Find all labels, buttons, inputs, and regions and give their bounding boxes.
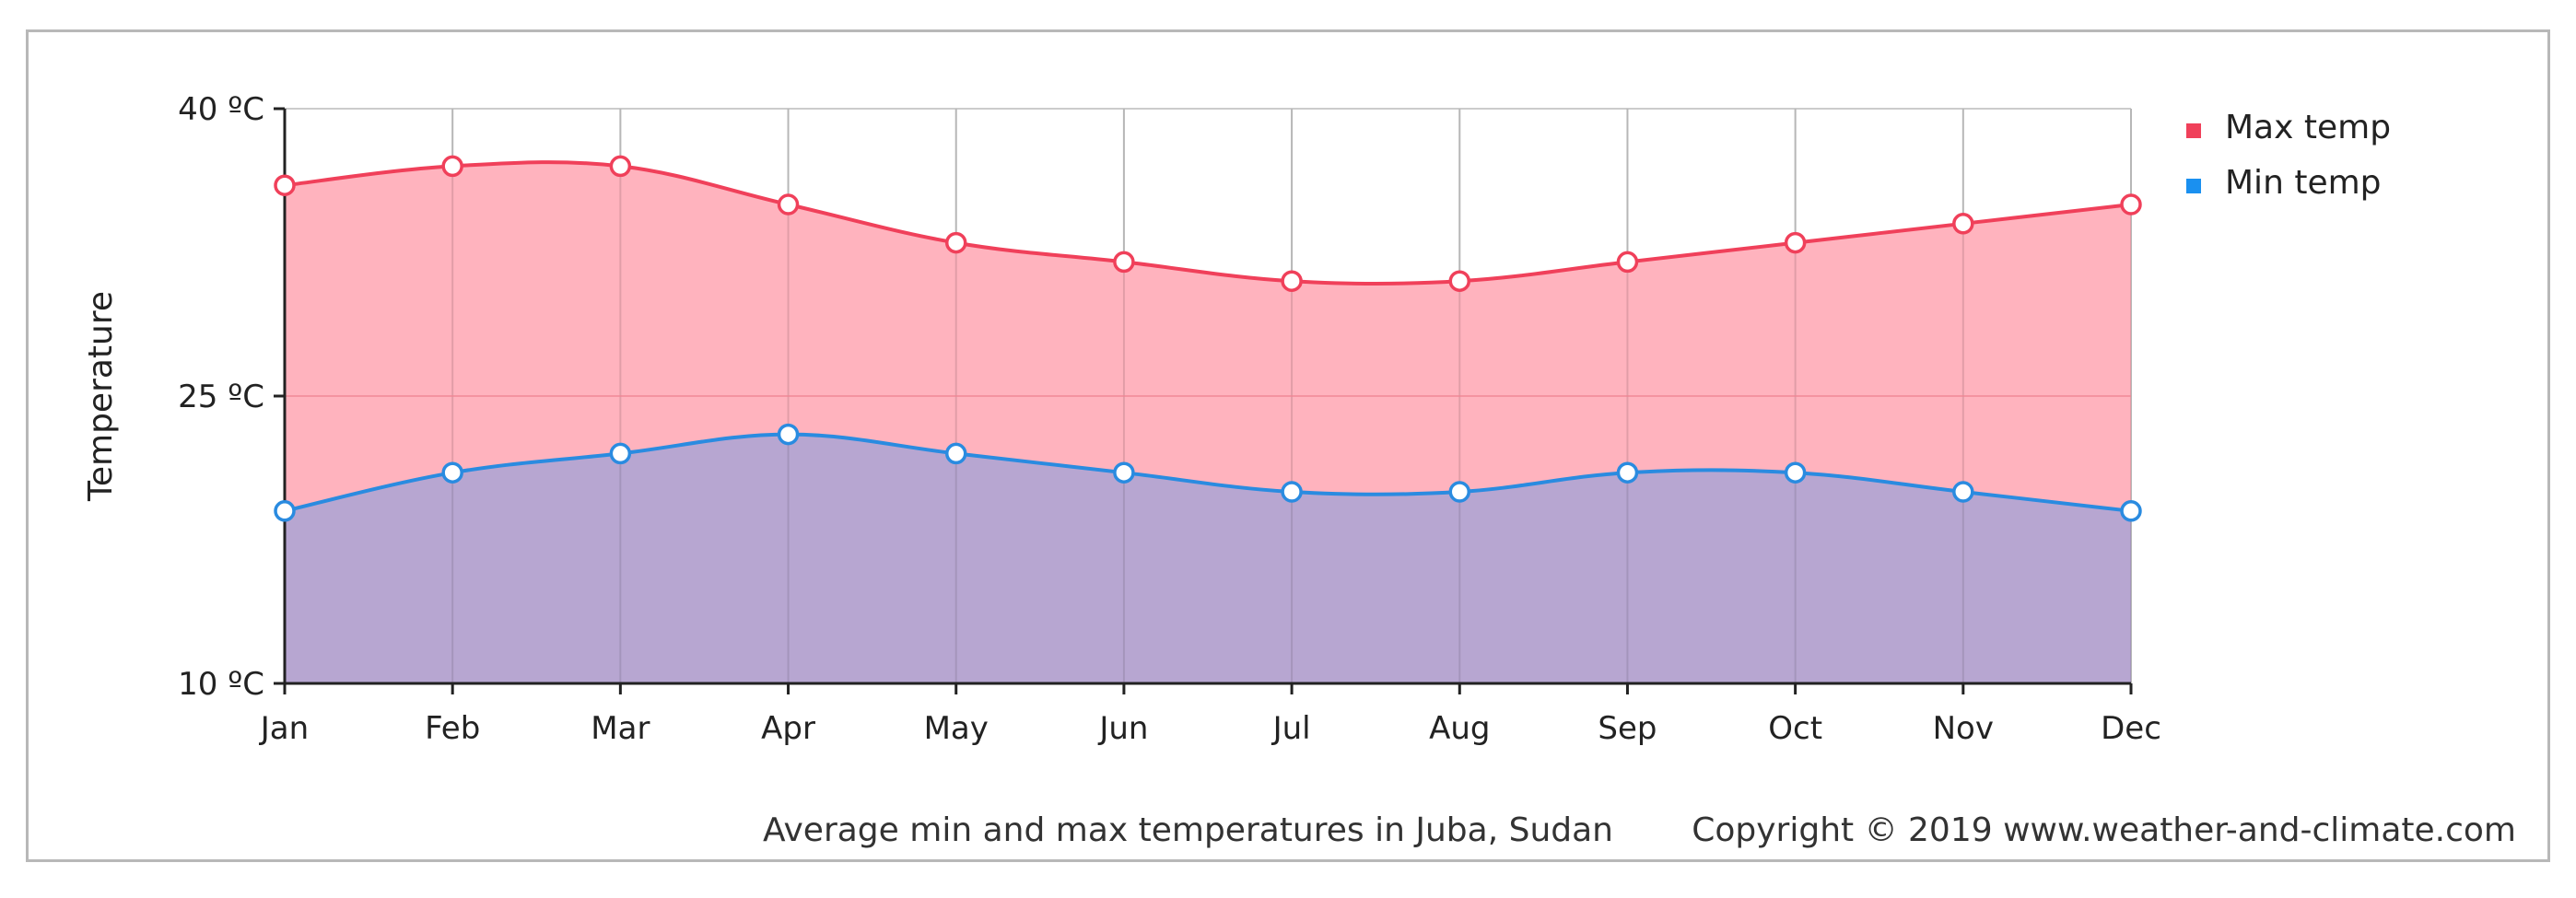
y-tick-label: 10 ºC: [178, 666, 264, 703]
chart-container: Jan Feb Mar Apr May Jun Jul Aug Sep Oct Nov Dec 40 º…: [26, 29, 2550, 862]
point-max-temp: [1952, 213, 1974, 235]
x-tick-label: Mar: [591, 710, 650, 747]
point-min-temp: [1616, 461, 1639, 484]
point-min-temp: [274, 500, 296, 522]
legend-label: Max temp: [2225, 109, 2391, 146]
chart-caption: Average min and max temperatures in Juba…: [763, 811, 1613, 849]
x-tick-label: May: [924, 710, 989, 747]
point-max-temp: [274, 174, 296, 196]
x-tick-label: Dec: [2101, 710, 2161, 747]
axis-layer: [274, 107, 2133, 694]
point-min-temp: [777, 423, 800, 446]
point-min-temp: [1952, 481, 1974, 503]
line-layer: [284, 160, 2132, 513]
x-tick-label: Sep: [1598, 710, 1657, 747]
point-max-temp: [1113, 251, 1135, 274]
label-layer: Jan Feb Mar Apr May Jun Jul Aug Sep Oct Nov Dec 40 º…: [82, 91, 2161, 747]
area-layer: [284, 109, 2132, 684]
x-tick-label: Jun: [1097, 710, 1148, 747]
x-tick-label: Nov: [1933, 710, 1994, 747]
point-max-temp: [1281, 270, 1303, 292]
x-tick-label: Jul: [1271, 710, 1311, 747]
point-min-temp: [1113, 461, 1135, 484]
legend: Max temp Min temp: [2186, 109, 2391, 202]
x-tick-label: Aug: [1429, 710, 1490, 747]
footer: Average min and max temperatures in Juba…: [763, 811, 2516, 849]
point-min-temp: [1448, 481, 1471, 503]
point-max-temp: [441, 155, 463, 178]
y-tick-label: 25 ºC: [178, 379, 264, 415]
x-tick-label: Jan: [259, 710, 309, 747]
point-max-temp: [777, 193, 800, 216]
y-tick-label: 40 ºC: [178, 91, 264, 128]
legend-swatch: [2186, 179, 2201, 193]
point-max-temp: [2120, 193, 2142, 216]
legend-label: Min temp: [2225, 164, 2382, 202]
point-min-temp: [1281, 481, 1303, 503]
area-min-temp: [285, 434, 2131, 683]
y-axis-title: Temperature: [82, 291, 120, 502]
x-tick-label: Feb: [425, 710, 480, 747]
point-min-temp: [944, 442, 967, 465]
point-max-temp: [1616, 251, 1639, 274]
point-min-temp: [441, 461, 463, 484]
point-max-temp: [1784, 231, 1807, 254]
point-min-temp: [609, 442, 632, 465]
point-min-temp: [1784, 461, 1807, 484]
temperature-chart: Jan Feb Mar Apr May Jun Jul Aug Sep Oct Nov Dec 40 º…: [82, 91, 2516, 849]
copyright-text: Copyright © 2019 www.weather-and-climate…: [1692, 811, 2516, 849]
line-min-temp: [284, 432, 2132, 513]
point-max-temp: [944, 231, 967, 254]
line-max-temp: [284, 160, 2132, 286]
point-min-temp: [2120, 500, 2142, 522]
x-tick-label: Apr: [761, 710, 815, 747]
point-layer: [274, 155, 2142, 522]
point-max-temp: [1448, 270, 1471, 292]
x-tick-label: Oct: [1768, 710, 1822, 747]
point-max-temp: [609, 155, 632, 178]
legend-swatch: [2186, 123, 2201, 138]
